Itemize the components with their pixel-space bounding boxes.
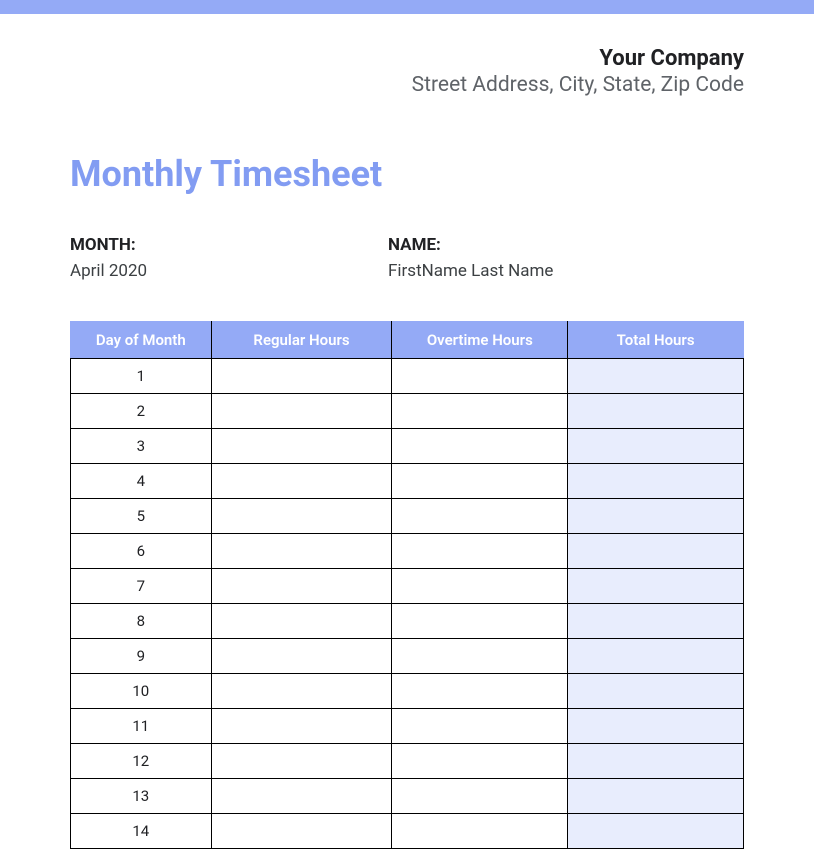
- company-block: Your Company Street Address, City, State…: [70, 46, 744, 97]
- day-cell: 11: [71, 709, 212, 744]
- regular-hours-cell[interactable]: [211, 709, 392, 744]
- total-hours-cell: [568, 569, 744, 604]
- table-row: 14: [71, 814, 744, 849]
- regular-hours-cell[interactable]: [211, 359, 392, 394]
- overtime-hours-cell[interactable]: [392, 814, 568, 849]
- regular-hours-cell[interactable]: [211, 639, 392, 674]
- table-header-row: Day of Month Regular Hours Overtime Hour…: [71, 322, 744, 359]
- overtime-hours-cell[interactable]: [392, 709, 568, 744]
- table-row: 4: [71, 464, 744, 499]
- total-hours-cell: [568, 464, 744, 499]
- day-cell: 2: [71, 394, 212, 429]
- table-row: 1: [71, 359, 744, 394]
- day-cell: 5: [71, 499, 212, 534]
- total-hours-cell: [568, 674, 744, 709]
- col-header-overtime: Overtime Hours: [392, 322, 568, 359]
- day-cell: 6: [71, 534, 212, 569]
- col-header-total: Total Hours: [568, 322, 744, 359]
- overtime-hours-cell[interactable]: [392, 639, 568, 674]
- overtime-hours-cell[interactable]: [392, 534, 568, 569]
- day-cell: 7: [71, 569, 212, 604]
- total-hours-cell: [568, 394, 744, 429]
- timesheet-page: Your Company Street Address, City, State…: [0, 46, 814, 849]
- month-value: April 2020: [70, 261, 388, 281]
- overtime-hours-cell[interactable]: [392, 604, 568, 639]
- day-cell: 9: [71, 639, 212, 674]
- day-cell: 12: [71, 744, 212, 779]
- total-hours-cell: [568, 639, 744, 674]
- regular-hours-cell[interactable]: [211, 674, 392, 709]
- day-cell: 14: [71, 814, 212, 849]
- table-row: 9: [71, 639, 744, 674]
- timesheet-table: Day of Month Regular Hours Overtime Hour…: [70, 321, 744, 849]
- regular-hours-cell[interactable]: [211, 464, 392, 499]
- total-hours-cell: [568, 604, 744, 639]
- day-cell: 3: [71, 429, 212, 464]
- regular-hours-cell[interactable]: [211, 429, 392, 464]
- page-title: Monthly Timesheet: [70, 153, 744, 195]
- day-cell: 10: [71, 674, 212, 709]
- total-hours-cell: [568, 709, 744, 744]
- overtime-hours-cell[interactable]: [392, 429, 568, 464]
- table-row: 11: [71, 709, 744, 744]
- regular-hours-cell[interactable]: [211, 814, 392, 849]
- table-row: 6: [71, 534, 744, 569]
- total-hours-cell: [568, 359, 744, 394]
- overtime-hours-cell[interactable]: [392, 779, 568, 814]
- regular-hours-cell[interactable]: [211, 534, 392, 569]
- table-row: 2: [71, 394, 744, 429]
- table-row: 8: [71, 604, 744, 639]
- table-row: 7: [71, 569, 744, 604]
- company-name: Your Company: [70, 46, 744, 71]
- name-value: FirstName Last Name: [388, 261, 744, 281]
- day-cell: 8: [71, 604, 212, 639]
- table-row: 5: [71, 499, 744, 534]
- timesheet-body: 1234567891011121314: [71, 359, 744, 849]
- col-header-day: Day of Month: [71, 322, 212, 359]
- overtime-hours-cell[interactable]: [392, 744, 568, 779]
- month-label: MONTH:: [70, 235, 388, 255]
- col-header-regular: Regular Hours: [211, 322, 392, 359]
- total-hours-cell: [568, 499, 744, 534]
- month-block: MONTH: April 2020: [70, 235, 388, 281]
- regular-hours-cell[interactable]: [211, 604, 392, 639]
- overtime-hours-cell[interactable]: [392, 674, 568, 709]
- table-row: 10: [71, 674, 744, 709]
- total-hours-cell: [568, 744, 744, 779]
- total-hours-cell: [568, 779, 744, 814]
- overtime-hours-cell[interactable]: [392, 499, 568, 534]
- total-hours-cell: [568, 534, 744, 569]
- regular-hours-cell[interactable]: [211, 569, 392, 604]
- regular-hours-cell[interactable]: [211, 499, 392, 534]
- table-row: 13: [71, 779, 744, 814]
- table-row: 3: [71, 429, 744, 464]
- accent-top-bar: [0, 0, 814, 14]
- overtime-hours-cell[interactable]: [392, 359, 568, 394]
- name-block: NAME: FirstName Last Name: [388, 235, 744, 281]
- table-row: 12: [71, 744, 744, 779]
- info-row: MONTH: April 2020 NAME: FirstName Last N…: [70, 235, 744, 281]
- overtime-hours-cell[interactable]: [392, 569, 568, 604]
- total-hours-cell: [568, 814, 744, 849]
- overtime-hours-cell[interactable]: [392, 394, 568, 429]
- day-cell: 1: [71, 359, 212, 394]
- day-cell: 4: [71, 464, 212, 499]
- regular-hours-cell[interactable]: [211, 779, 392, 814]
- overtime-hours-cell[interactable]: [392, 464, 568, 499]
- regular-hours-cell[interactable]: [211, 744, 392, 779]
- company-address: Street Address, City, State, Zip Code: [70, 73, 744, 97]
- name-label: NAME:: [388, 235, 744, 255]
- day-cell: 13: [71, 779, 212, 814]
- total-hours-cell: [568, 429, 744, 464]
- regular-hours-cell[interactable]: [211, 394, 392, 429]
